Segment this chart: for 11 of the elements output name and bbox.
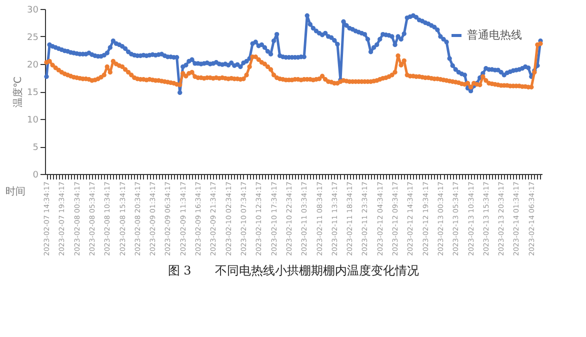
y-tick-label: 30 <box>27 6 39 16</box>
y-tick-label: 15 <box>27 88 38 98</box>
y-tick-label: 25 <box>27 33 38 43</box>
legend-label: 普通电热线 <box>467 28 522 42</box>
x-axis-title: 时间 <box>6 186 26 198</box>
text: 图 3 不同电热线小拱棚期棚内温度变化情况 <box>168 263 420 278</box>
y-tick-label: 10 <box>27 116 39 126</box>
y-axis-title: 温度℃ <box>12 76 24 108</box>
y-tick-label: 5 <box>32 143 38 153</box>
y-tick-label: 0 <box>32 170 39 180</box>
y-tick-label: 20 <box>27 60 39 70</box>
